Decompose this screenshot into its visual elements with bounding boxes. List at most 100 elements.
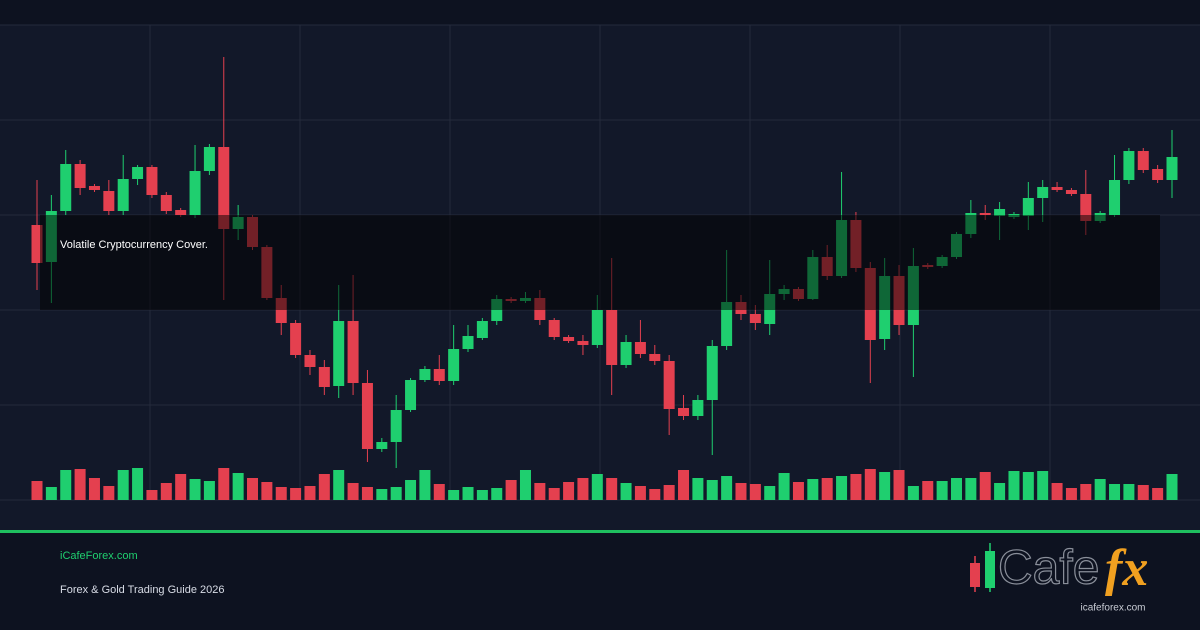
volume-bar [534, 483, 546, 500]
volume-bar [778, 473, 790, 500]
candle-body [405, 380, 417, 410]
candle-body [290, 323, 302, 355]
volume-bar [247, 478, 259, 500]
volume-bar [232, 473, 244, 500]
volume-bar [649, 489, 661, 500]
candle-body [721, 302, 733, 346]
volume-bar [146, 490, 158, 500]
volume-bar [864, 469, 876, 500]
volume-bar [1065, 488, 1077, 500]
volume-bar [1152, 488, 1164, 500]
volume-bar [433, 484, 445, 500]
candle-body [692, 400, 704, 416]
volume-bar [577, 478, 589, 500]
volume-bar [850, 474, 862, 500]
candle-body [1065, 190, 1077, 194]
candle-body [175, 210, 187, 215]
candle-body [706, 346, 718, 400]
logo-accent: fx [1105, 540, 1148, 597]
volume-bar [88, 478, 100, 500]
volume-bar [491, 488, 503, 500]
volume-bar [1109, 484, 1121, 500]
volume-bar [1022, 472, 1034, 500]
volume-bar [117, 470, 129, 500]
volume-bar [1080, 484, 1092, 500]
candle-body [88, 186, 100, 190]
volume-bar [304, 486, 316, 500]
volume-bar [74, 469, 86, 500]
volume-bar [606, 478, 618, 500]
candle-body [361, 383, 373, 449]
candle-body [304, 355, 316, 367]
candle-body [1152, 169, 1164, 180]
volume-bar [275, 487, 287, 500]
volume-bar [45, 487, 57, 500]
candle-body [117, 179, 129, 211]
candle-body [347, 321, 359, 383]
footer-subtitle: Forex & Gold Trading Guide 2026 [60, 584, 224, 596]
caption-overlay [40, 215, 1160, 310]
candle-body [390, 410, 402, 442]
volume-bar [160, 483, 172, 500]
footer-site: iCafeForex.com [60, 550, 138, 562]
volume-bar [448, 490, 460, 500]
candle-body [31, 225, 43, 263]
candle-body [189, 171, 201, 215]
volume-bar [1008, 471, 1020, 500]
candle-body [663, 361, 675, 409]
volume-bar [678, 470, 690, 500]
volume-bar [706, 480, 718, 500]
volume-bar [361, 487, 373, 500]
logo-url: icafeforex.com [1080, 603, 1145, 614]
volume-bar [792, 482, 804, 500]
candle-body [563, 337, 575, 341]
caption: Volatile Cryptocurrency Cover. [60, 239, 208, 251]
candle-body [649, 354, 661, 361]
volume-bar [290, 488, 302, 500]
volume-bar [1166, 474, 1178, 500]
candle-body [1080, 194, 1092, 221]
candle-body [1051, 187, 1063, 190]
candle-body [1166, 157, 1178, 180]
candle-body [132, 167, 144, 179]
candle-body [275, 298, 287, 323]
candle-body [462, 336, 474, 349]
volume-bar [1037, 471, 1049, 500]
volume-bar [548, 488, 560, 500]
volume-bar [218, 468, 230, 500]
volume-bar [347, 483, 359, 500]
volume-bar [318, 474, 330, 500]
candle-body [103, 191, 115, 211]
candle-body [433, 369, 445, 381]
volume-bar [189, 479, 201, 500]
volume-bar [965, 478, 977, 500]
volume-bar [519, 470, 531, 500]
volume-bar [936, 481, 948, 500]
candle-body [203, 147, 215, 171]
candle-body [606, 310, 618, 365]
volume-bar [132, 468, 144, 500]
volume-bar [620, 483, 632, 500]
volume-bar [994, 483, 1006, 500]
candle-body [160, 195, 172, 211]
plot [31, 57, 1178, 500]
volume-bar [764, 486, 776, 500]
candle-body [1037, 187, 1049, 198]
volume-bar [505, 480, 517, 500]
candle-body [1137, 151, 1149, 170]
candle-body [218, 147, 230, 229]
candle-body [1022, 198, 1034, 216]
volume-bar [1051, 483, 1063, 500]
volume-bar [419, 470, 431, 500]
candle-body [678, 408, 690, 416]
candle-body [333, 321, 345, 386]
volume-bar [376, 489, 388, 500]
candle-body [577, 341, 589, 345]
volume-bar [591, 474, 603, 500]
divider [0, 530, 1200, 533]
volume-bar [60, 470, 72, 500]
volume-bar [563, 482, 575, 500]
candle-body [634, 342, 646, 354]
volume-bar [1123, 484, 1135, 500]
